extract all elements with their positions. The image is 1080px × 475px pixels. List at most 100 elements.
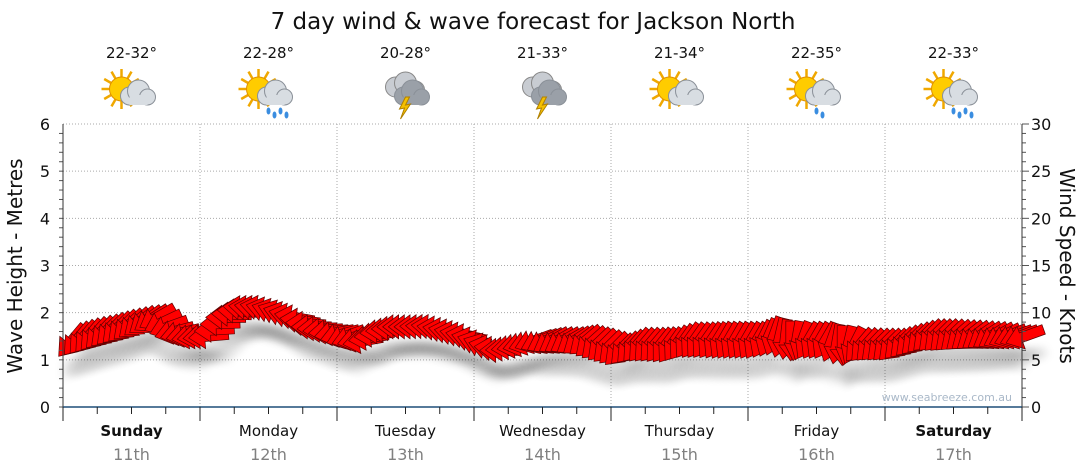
sun-ray <box>103 77 112 85</box>
day-name: Thursday <box>644 422 715 440</box>
cloud-body <box>129 95 148 105</box>
sun-ray <box>811 71 818 80</box>
day-name: Wednesday <box>499 422 586 440</box>
cloud-body <box>266 95 285 105</box>
sun-ray <box>932 71 939 80</box>
day-column-tuesday: Tuesday 13th 20-28° <box>374 44 436 464</box>
y-tick-label: 3 <box>40 257 50 276</box>
day-column-monday: Monday 12th 22-28° <box>238 44 298 464</box>
sun-cloud-icon <box>101 69 156 109</box>
day-column-saturday: Saturday 17th 22-33° <box>915 44 992 464</box>
y2-tick-label: 10 <box>1031 304 1051 323</box>
y-axis-label: Wave Height - Metres <box>3 158 27 373</box>
sun-ray <box>240 77 249 85</box>
wind-arrow <box>1005 324 1046 350</box>
sun-ray <box>247 98 254 107</box>
sun-ray <box>658 71 665 80</box>
day-temperature: 22-28° <box>243 44 294 62</box>
raindrop <box>814 107 819 115</box>
day-date: 11th <box>113 445 150 464</box>
raindrop <box>969 111 974 119</box>
lightning <box>535 96 549 120</box>
sun-shower-icon <box>786 69 841 119</box>
day-column-friday: Friday 16th 22-35° <box>786 44 842 464</box>
sun-ray <box>925 93 934 101</box>
day-column-thursday: Thursday 15th 21-34° <box>644 44 715 464</box>
day-name: Tuesday <box>374 422 436 440</box>
day-temperature: 22-35° <box>791 44 842 62</box>
sun-ray <box>948 71 955 80</box>
raindrop <box>957 111 962 119</box>
raindrop <box>820 111 825 119</box>
cloud-body <box>814 95 833 105</box>
day-name: Monday <box>239 422 298 440</box>
day-name: Saturday <box>915 422 992 440</box>
sun-ray <box>103 93 112 101</box>
sun-ray <box>240 93 249 101</box>
day-date: 13th <box>387 445 424 464</box>
sun-ray <box>658 98 665 107</box>
y-tick-label: 0 <box>40 398 50 417</box>
sun-ray <box>126 71 133 80</box>
day-column-wednesday: Wednesday 14th 21-33° <box>499 44 586 464</box>
sun-ray <box>247 71 254 80</box>
y-tick-label: 4 <box>40 209 50 228</box>
wind-arrow-shadow <box>1008 346 1050 372</box>
sun-ray <box>651 93 660 101</box>
y2-tick-label: 5 <box>1031 351 1041 370</box>
raindrop <box>278 107 283 115</box>
raindrop <box>951 107 956 115</box>
y2-tick-label: 30 <box>1031 115 1051 134</box>
watermark: www.seabreeze.com.au <box>882 391 1012 404</box>
sun-cloud-icon <box>649 69 704 109</box>
sun-ray <box>788 77 797 85</box>
cloud-body <box>540 95 559 105</box>
thunderstorm-icon <box>385 71 430 120</box>
sun-ray <box>674 71 681 80</box>
sun-rain-icon <box>923 69 978 119</box>
raindrop <box>266 107 271 115</box>
raindrop <box>963 107 968 115</box>
y2-tick-label: 20 <box>1031 209 1051 228</box>
chart-title: 7 day wind & wave forecast for Jackson N… <box>271 9 796 35</box>
sun-rain-icon <box>238 69 293 119</box>
day-date: 15th <box>661 445 698 464</box>
y2-tick-label: 0 <box>1031 398 1041 417</box>
y-tick-label: 6 <box>40 115 50 134</box>
y-tick-label: 5 <box>40 162 50 181</box>
y2-tick-label: 15 <box>1031 257 1051 276</box>
day-date: 16th <box>798 445 835 464</box>
cloud-body <box>951 95 970 105</box>
day-date: 14th <box>524 445 561 464</box>
day-date: 12th <box>250 445 287 464</box>
cloud-body <box>677 95 696 105</box>
sun-ray <box>795 98 802 107</box>
sun-ray <box>651 77 660 85</box>
day-temperature: 22-33° <box>928 44 979 62</box>
day-date: 17th <box>935 445 972 464</box>
sun-ray <box>788 93 797 101</box>
day-column-sunday: Sunday 11th 22-32° <box>100 44 163 464</box>
day-name: Friday <box>794 422 840 440</box>
cloud-body <box>403 95 422 105</box>
sun-ray <box>925 77 934 85</box>
day-temperature: 21-34° <box>654 44 705 62</box>
y-tick-label: 2 <box>40 304 50 323</box>
lightning <box>398 96 412 120</box>
day-name: Sunday <box>100 422 163 440</box>
sun-ray <box>263 71 270 80</box>
y-tick-label: 1 <box>40 351 50 370</box>
sun-ray <box>110 71 117 80</box>
sun-ray <box>932 98 939 107</box>
day-temperature: 22-32° <box>106 44 157 62</box>
y2-axis-label: Wind Speed - Knots <box>1055 168 1079 364</box>
raindrop <box>284 111 289 119</box>
sun-ray <box>795 71 802 80</box>
day-temperature: 20-28° <box>380 44 431 62</box>
thunderstorm-icon <box>522 71 567 120</box>
y2-tick-label: 25 <box>1031 162 1051 181</box>
raindrop <box>272 111 277 119</box>
sun-ray <box>110 98 117 107</box>
